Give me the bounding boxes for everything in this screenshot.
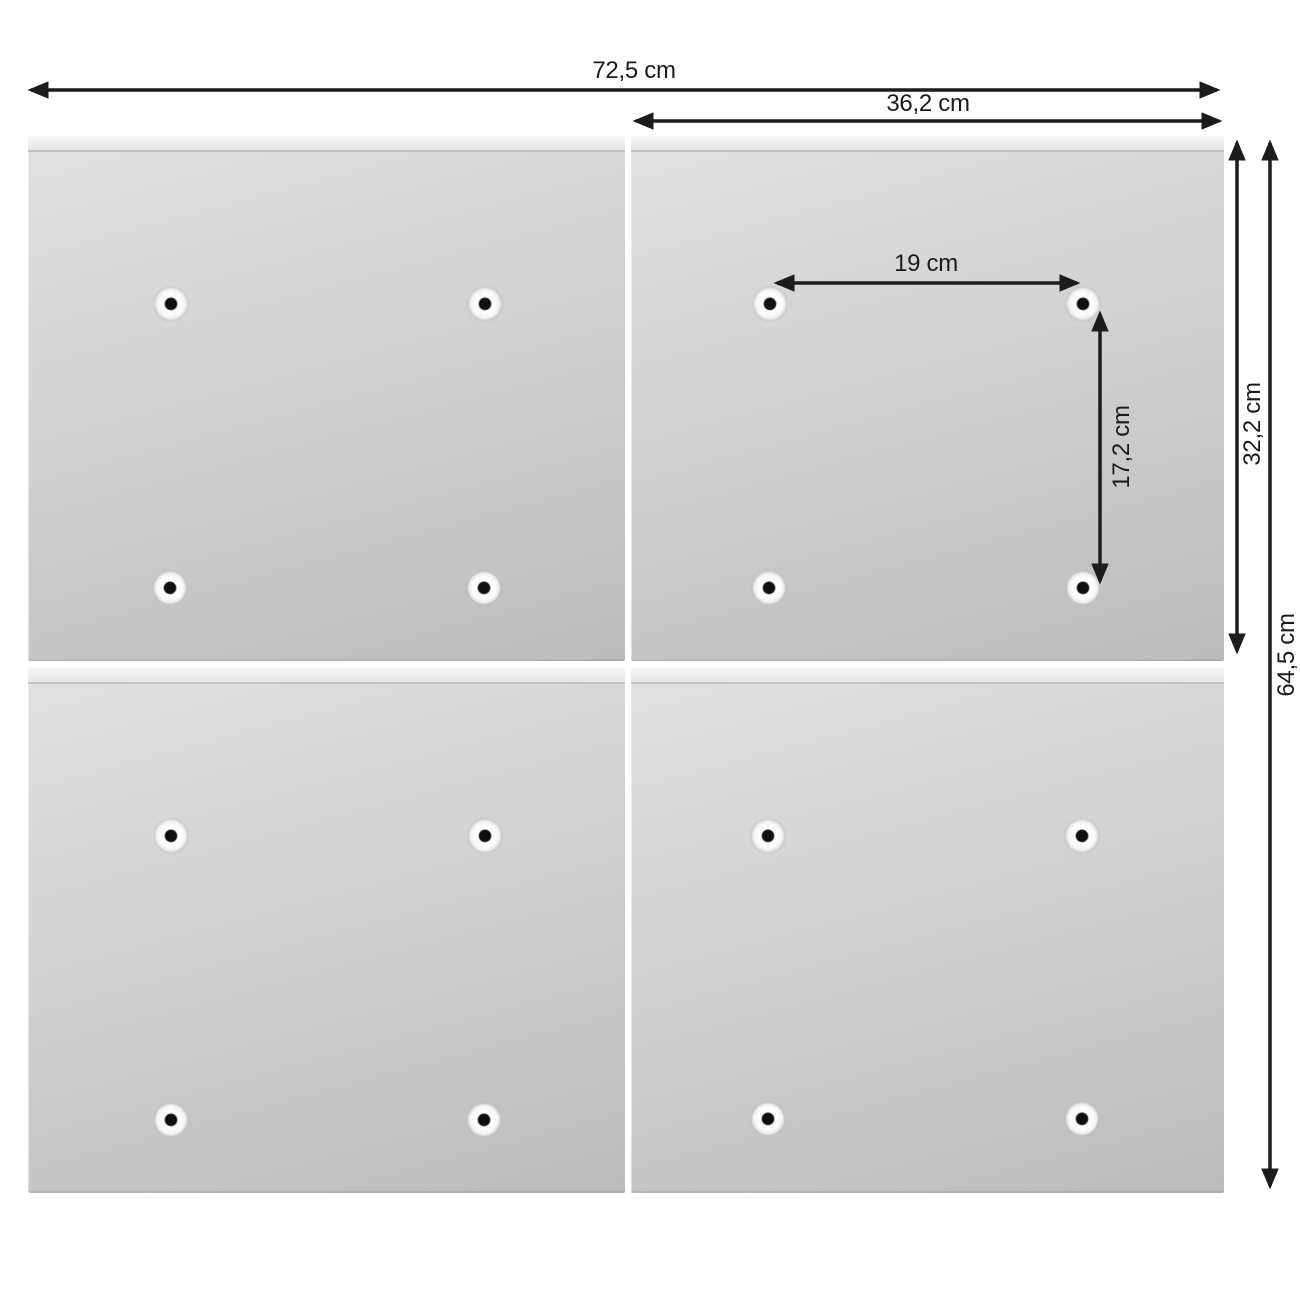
- rubber-foot: [466, 286, 504, 324]
- rubber-foot: [749, 818, 787, 856]
- panel-top-left: [28, 136, 625, 661]
- dimension-label-foot-spacing-vertical: 17,2 cm: [1108, 405, 1135, 489]
- dimension-label-right-panel-width: 36,2 cm: [886, 90, 970, 117]
- rubber-foot: [465, 1102, 503, 1140]
- panel-top-rail: [28, 668, 625, 684]
- rubber-foot: [751, 286, 789, 324]
- panel-top-right: [631, 136, 1224, 661]
- rubber-foot: [750, 570, 788, 608]
- panel-bottom-left: [28, 668, 625, 1193]
- panel-top-rail: [28, 136, 625, 152]
- rubber-foot: [749, 1101, 787, 1139]
- dimension-label-top-panel-height: 32,2 cm: [1239, 382, 1266, 466]
- rubber-foot: [152, 818, 190, 856]
- dimension-label-foot-spacing-horizontal: 19 cm: [894, 250, 958, 277]
- rubber-foot: [465, 570, 503, 608]
- rubber-foot: [152, 1102, 190, 1140]
- rubber-foot: [151, 570, 189, 608]
- dimension-label-total-width: 72,5 cm: [592, 57, 676, 84]
- rubber-foot: [1063, 818, 1101, 856]
- panel-bottom-right: [631, 668, 1224, 1193]
- panel-top-rail: [631, 668, 1224, 684]
- rubber-foot: [1063, 1101, 1101, 1139]
- rubber-foot: [152, 286, 190, 324]
- dimension-label-total-height: 64,5 cm: [1273, 613, 1300, 697]
- panel-top-rail: [631, 136, 1224, 152]
- rubber-foot: [466, 818, 504, 856]
